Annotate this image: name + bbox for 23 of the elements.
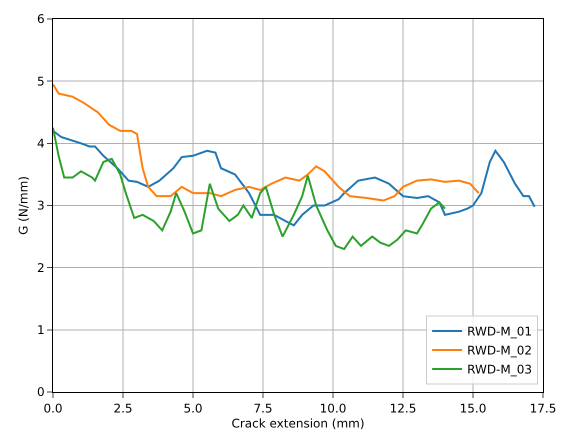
y-tick-label: 5 — [36, 74, 45, 88]
x-tick-label: 5.0 — [183, 401, 203, 416]
x-tick-label: 2.5 — [113, 401, 133, 416]
y-tick-label: 6 — [36, 12, 45, 26]
legend-label: RWD-M_01 — [467, 324, 532, 339]
line-series — [53, 126, 446, 250]
x-tick-label: 10.0 — [320, 401, 346, 416]
y-axis-title: G (N/mm) — [16, 176, 30, 235]
y-tick-label: 1 — [36, 323, 45, 338]
legend-label: RWD-M_02 — [467, 344, 532, 358]
line-series — [53, 130, 536, 226]
x-tick-label: 12.5 — [390, 401, 416, 416]
y-tick-label: 2 — [36, 260, 45, 275]
x-tick-label: 15.0 — [460, 401, 486, 416]
y-tick-label: 3 — [36, 198, 45, 213]
y-tick-label: 4 — [36, 136, 45, 151]
x-tick-label: 0.0 — [43, 401, 63, 416]
x-axis-title: Crack extension (mm) — [231, 416, 365, 430]
y-tick-label: 0 — [36, 385, 45, 400]
line-series — [53, 83, 480, 202]
x-tick-label: 17.5 — [530, 401, 556, 416]
x-tick-label: 7.5 — [253, 401, 273, 416]
legend-label: RWD-M_03 — [467, 362, 532, 377]
